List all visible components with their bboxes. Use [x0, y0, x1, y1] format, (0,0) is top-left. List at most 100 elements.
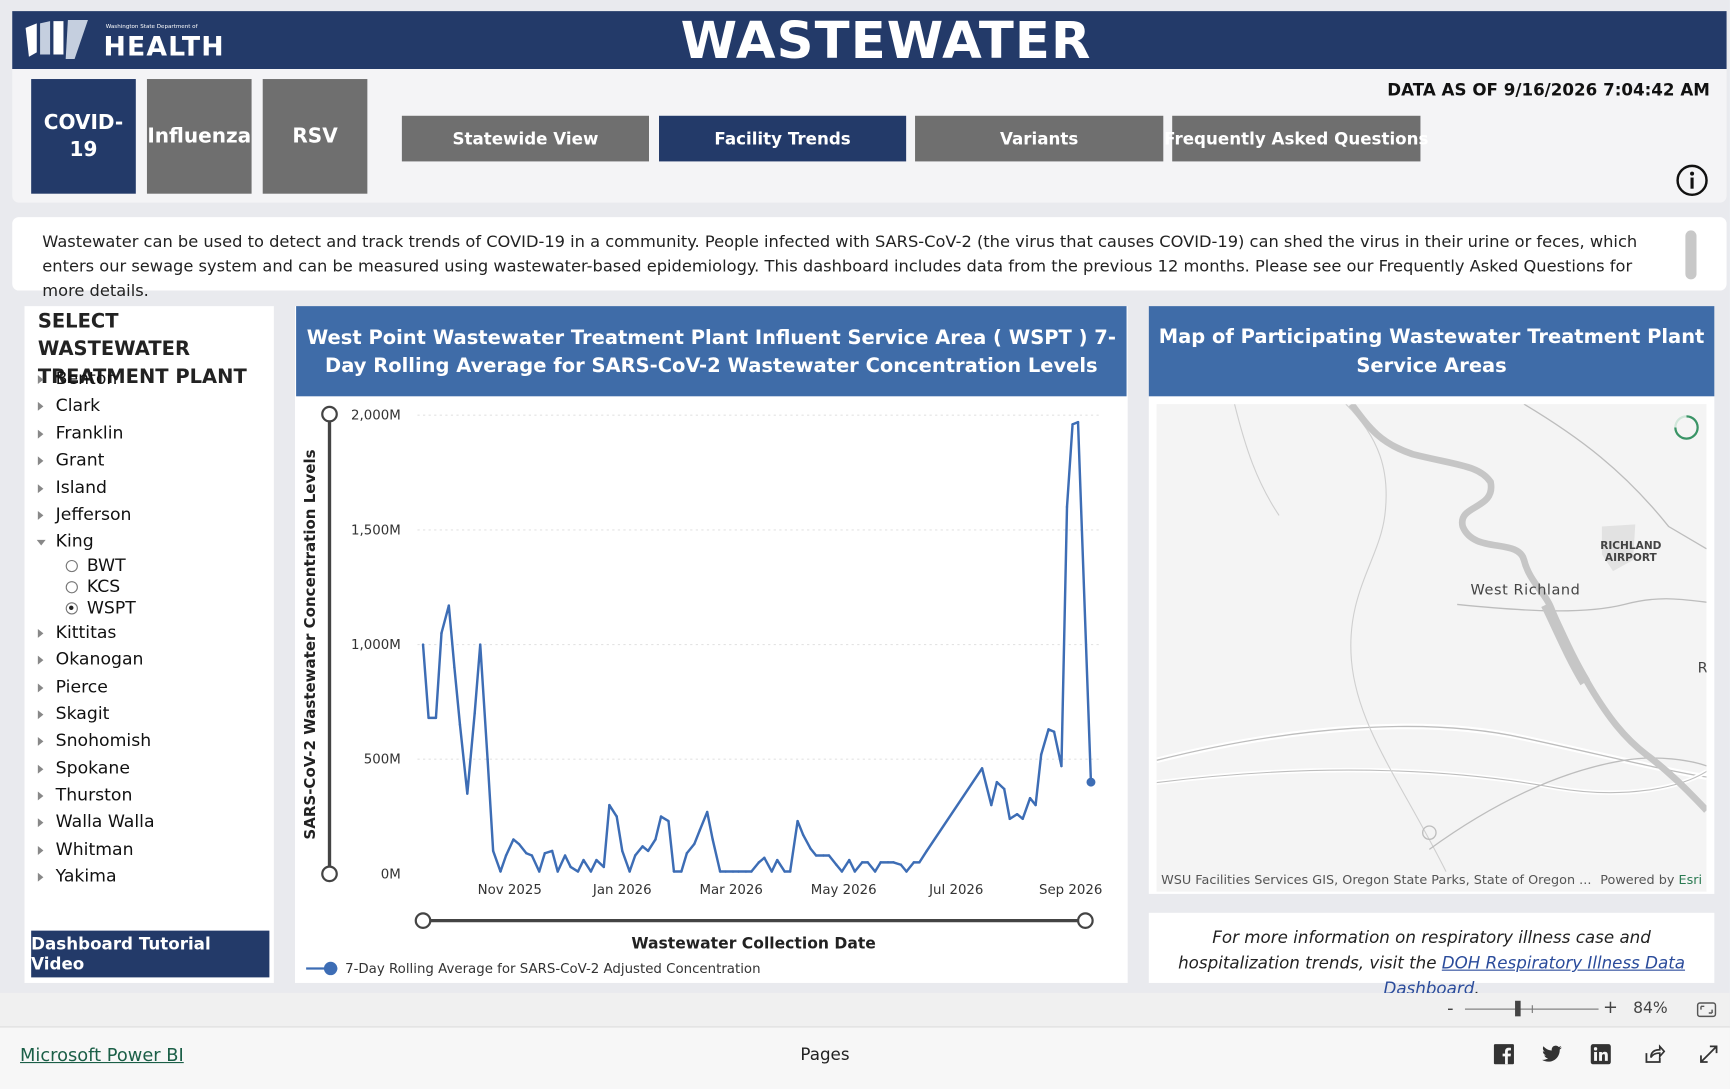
- zoom-in-button[interactable]: +: [1603, 996, 1618, 1018]
- county-item-thurston[interactable]: Thurston: [33, 782, 154, 809]
- radio-button[interactable]: [65, 601, 78, 615]
- service-area-map[interactable]: West Richland RICHLAND AIRPORT R WSU Fac…: [1156, 404, 1707, 892]
- county-item-franklin[interactable]: Franklin: [33, 419, 154, 446]
- data-point: [814, 854, 818, 857]
- data-point: [848, 858, 851, 862]
- county-item-clark[interactable]: Clark: [33, 392, 154, 419]
- more-info-prefix: For more information on respiratory illn…: [1178, 927, 1651, 973]
- facility-item-kcs[interactable]: KCS: [33, 576, 154, 597]
- tab-influenza[interactable]: Influenza: [146, 79, 252, 194]
- data-point: [1052, 730, 1056, 733]
- radio-button[interactable]: [65, 580, 78, 594]
- county-item-spokane[interactable]: Spokane: [33, 754, 154, 781]
- x-range-slider-handle[interactable]: [1077, 912, 1094, 929]
- data-point: [840, 870, 844, 873]
- county-item-benton[interactable]: Benton: [33, 365, 154, 392]
- y-range-slider-handle[interactable]: [321, 405, 338, 423]
- x-range-slider-handle[interactable]: [414, 912, 432, 929]
- data-point: [421, 643, 425, 646]
- county-label: Okanogan: [55, 649, 144, 670]
- county-label: Whitman: [55, 839, 134, 860]
- radio-button[interactable]: [65, 559, 78, 572]
- county-item-pierce[interactable]: Pierce: [33, 673, 154, 700]
- tab-covid-19[interactable]: COVID-19: [31, 79, 136, 194]
- pages-button[interactable]: Pages: [800, 1044, 850, 1065]
- map-basemap: [1156, 404, 1707, 872]
- trend-chart: 0M 500M 1,000M 1,500M 2,000M Nov 2025 Jan 2026…: [301, 405, 1102, 977]
- county-item-whitman[interactable]: Whitman: [33, 836, 154, 863]
- tab-rsv[interactable]: RSV: [262, 79, 368, 194]
- data-point: [582, 858, 585, 862]
- y-range-slider-handle[interactable]: [321, 865, 338, 883]
- data-point: [711, 838, 714, 841]
- more-info-text: For more information on respiratory illn…: [1149, 925, 1715, 1002]
- trend-chart-panel: West Point Wastewater Treatment Plant In…: [294, 306, 1128, 983]
- data-point: [918, 861, 921, 864]
- caret-right-icon: [37, 483, 44, 493]
- county-item-okanogan[interactable]: Okanogan: [33, 646, 154, 673]
- county-item-skagit[interactable]: Skagit: [33, 700, 154, 727]
- x-tick-label: Jan 2026: [592, 883, 652, 898]
- tutorial-video-button[interactable]: Dashboard Tutorial Video: [31, 930, 270, 978]
- y-tick-label: 1,000M: [351, 638, 401, 653]
- y-axis-label: SARS-CoV-2 Wastewater Concentration Leve…: [301, 449, 319, 839]
- faq-button[interactable]: Frequently Asked Questions: [1164, 115, 1428, 162]
- county-item-king[interactable]: King: [33, 528, 154, 555]
- data-point: [698, 829, 702, 832]
- data-point: [892, 861, 895, 864]
- info-icon[interactable]: [1675, 164, 1708, 197]
- map-label-edge: R: [1698, 660, 1707, 677]
- fullscreen-icon[interactable]: [1698, 1043, 1720, 1065]
- county-item-snohomish[interactable]: Snohomish: [33, 727, 154, 754]
- facility-label: KCS: [86, 576, 121, 597]
- data-point: [641, 845, 644, 848]
- zoom-slider-thumb[interactable]: [1515, 1000, 1521, 1017]
- map-title: Map of Participating Wastewater Treatmen…: [1148, 306, 1715, 397]
- data-point: [776, 858, 779, 862]
- data-point: [517, 842, 521, 846]
- esri-link[interactable]: Esri: [1678, 871, 1703, 888]
- description-scrollbar[interactable]: [1685, 230, 1697, 280]
- data-point: [899, 863, 903, 866]
- x-tick-label: Nov 2025: [478, 883, 542, 898]
- county-item-jefferson[interactable]: Jefferson: [33, 501, 154, 528]
- statewide-view-button[interactable]: Statewide View: [401, 115, 649, 162]
- x-tick-label: Jul 2026: [928, 883, 983, 898]
- data-point: [589, 870, 593, 873]
- data-point: [788, 870, 792, 873]
- facebook-icon[interactable]: [1493, 1043, 1515, 1065]
- data-point: [576, 870, 580, 873]
- variants-button[interactable]: Variants: [915, 115, 1164, 162]
- data-point: [628, 870, 631, 873]
- doh-logo: Washington State Department of HEALTH: [23, 17, 224, 66]
- county-label: Grant: [55, 449, 105, 470]
- map-attribution: WSU Facilities Services GIS, Oregon Stat…: [1161, 871, 1592, 888]
- linkedin-icon[interactable]: [1590, 1043, 1612, 1065]
- zoom-out-button[interactable]: -: [1447, 997, 1454, 1019]
- data-point: [427, 716, 430, 720]
- data-point: [925, 849, 928, 853]
- data-point: [499, 870, 502, 873]
- data-point: [1028, 796, 1032, 800]
- powerbi-link[interactable]: Microsoft Power BI: [20, 1044, 184, 1066]
- twitter-icon[interactable]: [1541, 1043, 1563, 1065]
- data-point: [633, 854, 637, 857]
- county-label: Island: [55, 477, 108, 498]
- logo-health-text: HEALTH: [103, 31, 225, 63]
- county-item-walla-walla[interactable]: Walla Walla: [33, 809, 155, 836]
- fit-to-page-icon[interactable]: [1696, 1002, 1717, 1018]
- caret-right-icon: [37, 737, 44, 747]
- facility-trends-button[interactable]: Facility Trends: [659, 115, 907, 162]
- data-point: [853, 870, 857, 873]
- caret-right-icon: [37, 655, 44, 665]
- county-item-yakima[interactable]: Yakima: [33, 863, 154, 890]
- facility-item-bwt[interactable]: BWT: [33, 555, 154, 576]
- county-item-kittitas[interactable]: Kittitas: [33, 619, 154, 646]
- county-item-grant[interactable]: Grant: [33, 447, 154, 474]
- x-axis-label: Wastewater Collection Date: [631, 934, 876, 952]
- series-line: [421, 420, 1093, 873]
- facility-item-wspt[interactable]: WSPT: [33, 597, 154, 618]
- county-item-island[interactable]: Island: [33, 474, 154, 501]
- data-point: [453, 666, 456, 669]
- share-icon[interactable]: [1643, 1043, 1666, 1065]
